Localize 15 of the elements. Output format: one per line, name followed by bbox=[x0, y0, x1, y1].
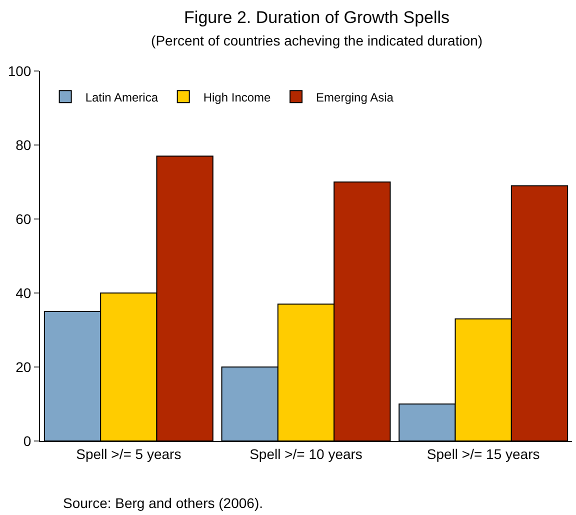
y-tick-label: 60 bbox=[16, 210, 32, 227]
legend-label: High Income bbox=[203, 90, 272, 104]
y-tick-label: 20 bbox=[16, 358, 32, 375]
source-note: Source: Berg and others (2006). bbox=[63, 495, 264, 511]
y-tick-label: 0 bbox=[23, 432, 32, 449]
x-tick-label: Spell >/= 5 years bbox=[76, 446, 182, 462]
x-tick-label: Spell >/= 10 years bbox=[250, 446, 362, 462]
legend-label: Emerging Asia bbox=[316, 90, 394, 104]
y-tick-label: 100 bbox=[8, 62, 32, 79]
x-tick-label: Spell >/= 15 years bbox=[426, 446, 540, 462]
chart-title: Figure 2. Duration of Growth Spells bbox=[184, 8, 450, 28]
legend-label: Latin America bbox=[85, 90, 158, 104]
chart-subtitle: (Percent of countries acheving the indicated duration) bbox=[151, 32, 483, 48]
y-tick-label: 80 bbox=[16, 136, 32, 153]
y-tick-label: 40 bbox=[16, 284, 32, 301]
